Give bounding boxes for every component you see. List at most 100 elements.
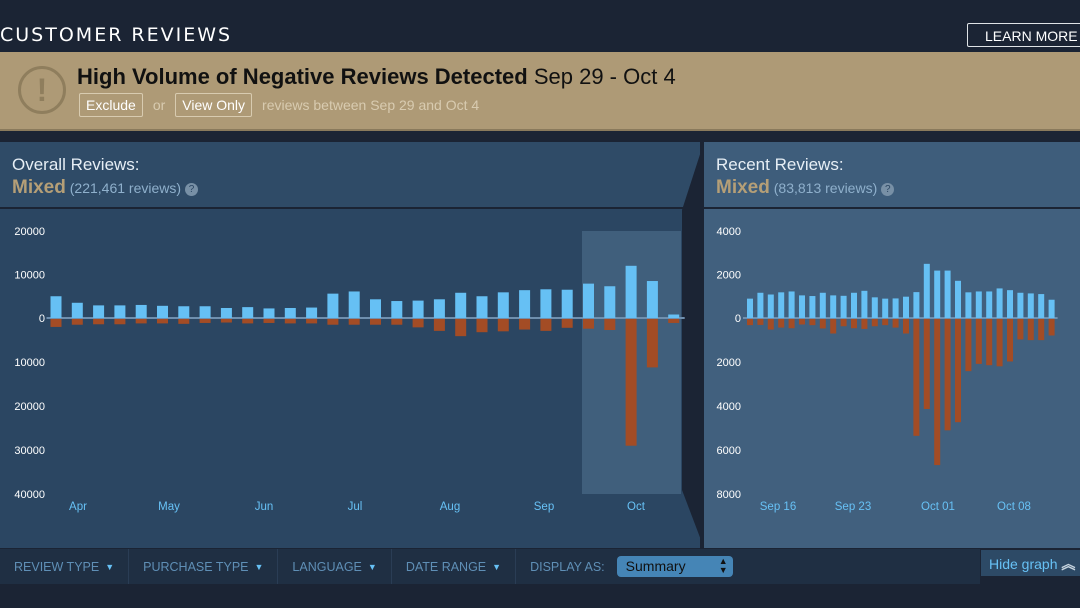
negative-bar — [799, 319, 805, 325]
help-icon[interactable]: ? — [185, 183, 199, 196]
positive-bar — [583, 283, 594, 318]
view-only-button[interactable]: View Only — [175, 93, 253, 117]
y-tick-label: 4000 — [717, 401, 741, 413]
recent-summary: Mixed (83,813 reviews)? — [716, 177, 895, 199]
dropdown-triangle-icon: ▼ — [105, 561, 115, 572]
negative-bar — [975, 319, 982, 364]
positive-bar — [50, 296, 62, 318]
or-text: or — [152, 97, 166, 113]
zoom-connector — [682, 142, 704, 548]
positive-bar — [975, 291, 982, 318]
positive-bar — [1017, 292, 1024, 318]
positive-bar — [71, 302, 83, 318]
positive-bar — [1038, 294, 1045, 318]
x-tick-label: Jun — [255, 501, 274, 513]
x-tick-label: Apr — [69, 501, 87, 513]
review-type-filter[interactable]: REVIEW TYPE ▼ — [0, 549, 130, 584]
y-tick-label: 2000 — [717, 357, 741, 369]
x-tick-label: Oct — [627, 501, 646, 513]
y-tick-label: 30000 — [14, 445, 45, 457]
hide-graph-button[interactable]: Hide graph ︽ — [981, 550, 1080, 576]
language-label: LANGUAGE — [292, 559, 362, 574]
overall-title: Overall Reviews: — [12, 155, 140, 174]
negative-bar — [840, 319, 847, 327]
positive-bar — [903, 296, 909, 318]
positive-bar — [892, 298, 899, 318]
recent-count: (83,813 reviews) — [773, 180, 878, 196]
recent-reviews-panel: Recent Reviews: Mixed (83,813 reviews)? — [704, 142, 1080, 548]
positive-bar — [263, 308, 275, 318]
help-icon[interactable]: ? — [881, 183, 895, 196]
negative-bar — [455, 319, 467, 337]
positive-bar — [830, 295, 837, 318]
negative-bar — [882, 319, 889, 326]
negative-bar — [986, 319, 993, 366]
purchase-type-filter[interactable]: PURCHASE TYPE ▼ — [129, 549, 279, 584]
negative-bar — [955, 319, 961, 423]
negative-bar — [561, 319, 573, 328]
negative-bar — [306, 319, 318, 324]
negative-bar — [913, 319, 920, 436]
negative-bar — [114, 319, 126, 325]
negative-bar — [199, 319, 211, 323]
y-tick-label: 20000 — [14, 226, 45, 238]
positive-bar — [851, 292, 857, 318]
negative-bar — [944, 319, 951, 431]
double-chevron-up-icon: ︽ — [1061, 556, 1076, 572]
positive-bar — [455, 292, 467, 318]
negative-bar — [747, 319, 753, 326]
negative-bar — [1007, 319, 1013, 362]
positive-bar — [955, 280, 961, 318]
negative-bar — [892, 319, 899, 328]
date-range-filter[interactable]: DATE RANGE ▼ — [392, 549, 517, 584]
exclude-button[interactable]: Exclude — [79, 93, 143, 117]
x-tick-label: Jul — [348, 501, 363, 513]
negative-bar — [540, 319, 552, 331]
positive-bar — [923, 263, 930, 318]
positive-bar — [370, 299, 381, 318]
warning-exclamation-icon: ! — [18, 66, 66, 114]
y-tick-label: 0 — [39, 313, 45, 325]
positive-bar — [767, 294, 774, 318]
positive-bar — [391, 301, 403, 318]
purchase-type-label: PURCHASE TYPE — [143, 559, 249, 574]
negative-bar — [391, 319, 403, 325]
negative-bar — [412, 319, 424, 328]
negative-bar — [767, 319, 774, 330]
overall-reviews-panel: Overall Reviews: Mixed (221,461 reviews)… — [0, 142, 700, 548]
y-tick-label: 8000 — [717, 489, 741, 501]
positive-bar — [788, 291, 795, 318]
recent-rating: Mixed — [716, 177, 770, 198]
positive-bar — [476, 296, 488, 318]
alert-title: High Volume of Negative Reviews Detected — [77, 64, 528, 89]
positive-bar — [944, 270, 951, 318]
negative-bar — [50, 319, 62, 327]
positive-bar — [412, 300, 424, 318]
learn-more-button[interactable]: LEARN MORE — [967, 23, 1080, 47]
positive-bar — [433, 299, 445, 318]
positive-bar — [646, 281, 658, 318]
recent-title: Recent Reviews: — [716, 155, 844, 174]
positive-bar — [284, 307, 296, 318]
hide-graph-label: Hide graph — [989, 556, 1058, 572]
positive-bar — [799, 295, 805, 318]
negative-bar — [604, 319, 616, 330]
negative-bar — [809, 319, 816, 326]
negative-bar — [1038, 319, 1045, 341]
negative-bar — [220, 319, 232, 323]
negative-bar — [625, 319, 637, 446]
negative-bar — [871, 319, 878, 327]
x-tick-label: Oct 01 — [921, 501, 955, 513]
negative-bar — [1048, 319, 1055, 336]
filter-bar: REVIEW TYPE ▼ PURCHASE TYPE ▼ LANGUAGE ▼ DA… — [0, 549, 980, 584]
x-tick-label: Sep 23 — [835, 501, 871, 513]
review-type-label: REVIEW TYPE — [14, 559, 100, 574]
dropdown-triangle-icon: ▼ — [492, 561, 502, 572]
positive-bar — [1007, 290, 1013, 318]
display-as-select[interactable]: Summary ▲ ▼ — [616, 556, 733, 577]
negative-bar — [327, 319, 339, 325]
language-filter[interactable]: LANGUAGE ▼ — [278, 549, 392, 584]
positive-bar — [882, 298, 889, 318]
negative-bar — [583, 319, 594, 329]
alert-date-range: Sep 29 - Oct 4 — [533, 64, 676, 89]
